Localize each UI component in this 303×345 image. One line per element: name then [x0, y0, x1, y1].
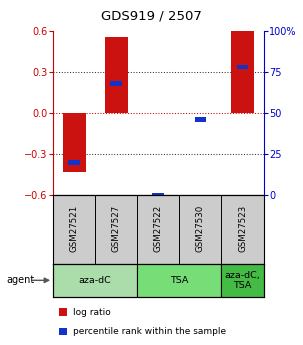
Text: GSM27522: GSM27522 — [154, 205, 163, 252]
Bar — [110, 81, 122, 86]
Text: GSM27521: GSM27521 — [70, 205, 78, 252]
Text: GSM27530: GSM27530 — [196, 205, 205, 252]
Bar — [105, 37, 128, 113]
Text: aza-dC,
TSA: aza-dC, TSA — [225, 270, 260, 290]
Text: aza-dC: aza-dC — [79, 276, 112, 285]
Text: GDS919 / 2507: GDS919 / 2507 — [101, 9, 202, 22]
Bar — [221, 264, 264, 297]
Bar — [68, 160, 80, 165]
Bar — [195, 117, 206, 122]
Text: agent: agent — [6, 275, 34, 285]
Bar — [62, 113, 86, 172]
Text: TSA: TSA — [170, 276, 188, 285]
Text: GSM27527: GSM27527 — [112, 205, 121, 252]
Bar — [231, 31, 254, 113]
Bar — [237, 65, 248, 69]
Text: GSM27523: GSM27523 — [238, 205, 247, 252]
Text: log ratio: log ratio — [73, 308, 111, 317]
Bar — [152, 193, 164, 197]
Bar — [137, 264, 221, 297]
Text: percentile rank within the sample: percentile rank within the sample — [73, 327, 226, 336]
Bar — [53, 264, 137, 297]
